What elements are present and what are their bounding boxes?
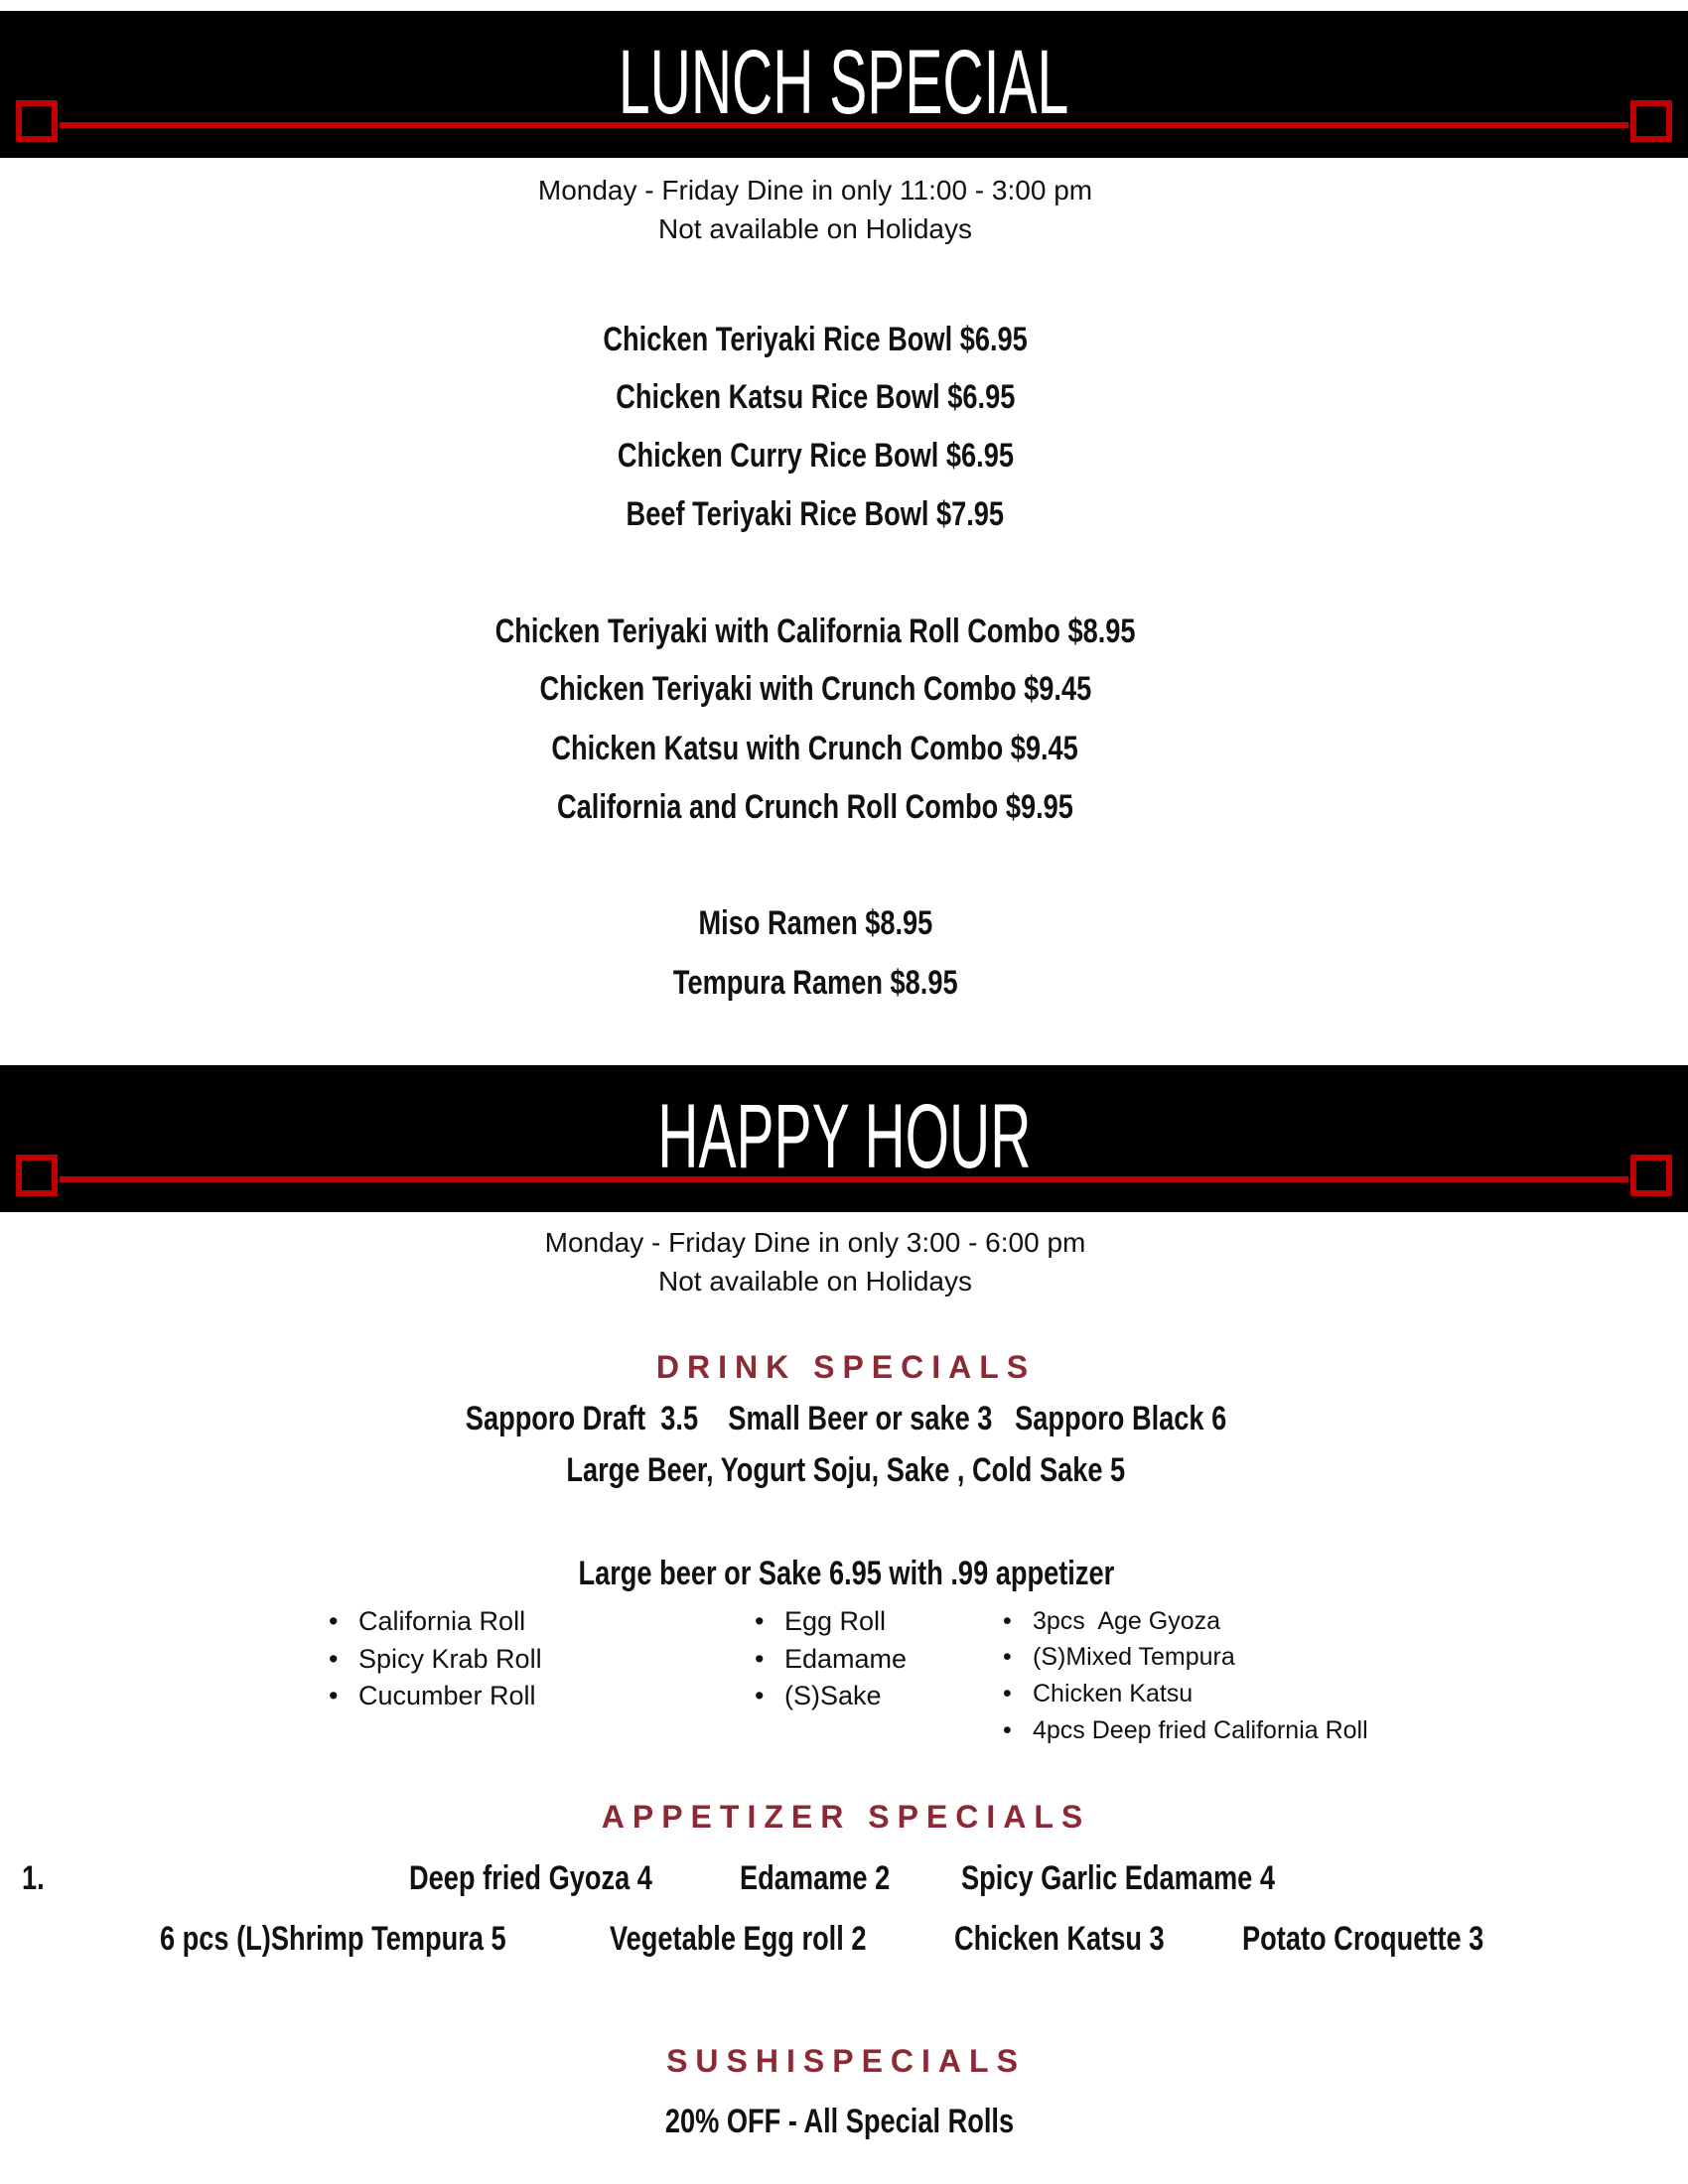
combo-heading: Large beer or Sake 6.95 with .99 appetiz… [578, 1555, 1114, 1592]
menu-item: Chicken Teriyaki Rice Bowl $6.95 [603, 321, 1028, 358]
list-item: Cucumber Roll [329, 1680, 535, 1711]
menu-item: Chicken Curry Rice Bowl $6.95 [617, 437, 1014, 475]
happy-hour-banner: HAPPY HOUR [0, 1065, 1688, 1212]
appetizer-specials-heading: APPETIZER SPECIALS [601, 1799, 1091, 1835]
menu-item: Miso Ramen $8.95 [698, 904, 932, 942]
happy-hours: Monday - Friday Dine in only 3:00 - 6:00… [544, 1227, 1086, 1258]
appetizer-item: Potato Croquette 3 [1242, 1920, 1484, 1958]
happy-note: Not available on Holidays [658, 1266, 972, 1297]
red-rule [60, 122, 1628, 128]
lunch-note: Not available on Holidays [658, 213, 972, 244]
menu-item: Tempura Ramen $8.95 [672, 964, 958, 1002]
menu-item: Chicken Katsu with Crunch Combo $9.45 [551, 730, 1079, 767]
menu-item: Beef Teriyaki Rice Bowl $7.95 [626, 495, 1005, 533]
lunch-hours: Monday - Friday Dine in only 11:00 - 3:0… [537, 175, 1093, 205]
happy-hour-title: HAPPY HOUR [656, 1086, 1032, 1187]
appetizer-item: Edamame 2 [740, 1859, 891, 1897]
lunch-banner: LUNCH SPECIAL [0, 11, 1688, 158]
menu-item: Chicken Katsu Rice Bowl $6.95 [615, 378, 1016, 416]
appetizer-item: Deep fried Gyoza 4 [409, 1859, 652, 1897]
red-rule [60, 1176, 1628, 1182]
square-ornament-right [1630, 1155, 1672, 1196]
drink-line: Sapporo Draft 3.5 Small Beer or sake 3 S… [465, 1400, 1227, 1437]
appetizer-item: Chicken Katsu 3 [954, 1920, 1165, 1958]
sushi-special-line: 20% OFF - All Special Rolls [664, 2103, 1014, 2140]
sushi-specials-heading: SUSHISPECIALS [666, 2043, 1026, 2079]
list-item: 4pcs Deep fried California Roll [1003, 1714, 1368, 1746]
list-item: Chicken Katsu [1003, 1678, 1193, 1709]
appetizer-item: Spicy Garlic Edamame 4 [961, 1859, 1275, 1897]
square-ornament-left [16, 100, 58, 142]
list-item: 3pcs Age Gyoza [1003, 1605, 1220, 1637]
appetizer-item: 6 pcs (L)Shrimp Tempura 5 [160, 1920, 506, 1958]
menu-item: Chicken Teriyaki with California Roll Co… [494, 613, 1136, 650]
square-ornament-left [16, 1155, 58, 1196]
list-item: Edamame [755, 1643, 907, 1675]
list-item: (S)Sake [755, 1680, 881, 1711]
list-item: Egg Roll [755, 1605, 886, 1637]
appetizer-item: Vegetable Egg roll 2 [610, 1920, 867, 1958]
square-ornament-right [1630, 100, 1672, 142]
menu-item: Chicken Teriyaki with Crunch Combo $9.45 [539, 670, 1091, 708]
list-item: (S)Mixed Tempura [1003, 1641, 1235, 1673]
lunch-title: LUNCH SPECIAL [619, 32, 1069, 133]
drink-line: Large Beer, Yogurt Soju, Sake , Cold Sak… [566, 1451, 1126, 1489]
drink-specials-heading: DRINK SPECIALS [655, 1349, 1037, 1385]
list-item: Spicy Krab Roll [329, 1643, 542, 1675]
list-item: California Roll [329, 1605, 525, 1637]
menu-item: California and Crunch Roll Combo $9.95 [557, 788, 1073, 826]
list-number: 1. [22, 1859, 45, 1897]
